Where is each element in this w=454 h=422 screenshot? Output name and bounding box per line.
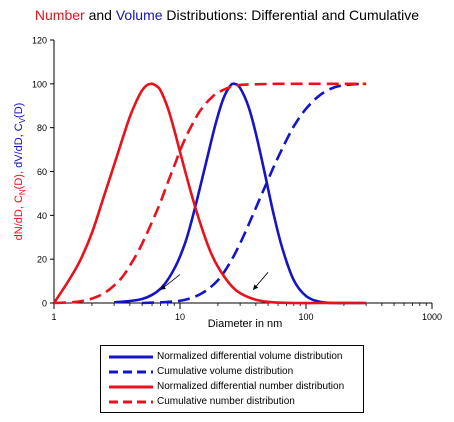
chart-title-part-0: Number	[34, 7, 85, 23]
chart-title-part-3: Distributions: Differential and Cumulati…	[162, 7, 420, 23]
legend-entry: Cumulative volume distribution	[101, 366, 363, 379]
y-axis-label-part: dV/dD, C	[13, 123, 25, 168]
legend-swatch	[109, 385, 153, 389]
legend-label: Cumulative volume distribution	[157, 366, 294, 377]
legend-swatch	[109, 370, 153, 374]
y-axis-label: dN/dD, CN(D), dV/dD, CV(D)	[13, 103, 27, 241]
y-tick-label: 0	[42, 299, 47, 309]
annotation-arrow-head	[160, 284, 166, 290]
x-tick-label: 10	[175, 312, 185, 322]
series-line-1	[142, 82, 367, 305]
y-tick-label: 120	[32, 36, 47, 46]
legend-entry: Cumulative number distribution	[101, 396, 363, 409]
y-tick-label: 60	[37, 167, 47, 177]
y-axis-label-subscript: N	[18, 189, 27, 195]
series-line-0	[113, 82, 367, 305]
y-axis-label-part: (D),	[13, 168, 25, 189]
y-tick-label: 100	[32, 79, 47, 89]
y-axis-label-part: (D)	[13, 103, 25, 118]
y-tick-label: 80	[37, 123, 47, 133]
chart-title-part-2: Volume	[115, 7, 163, 23]
x-tick-label: 100	[298, 312, 313, 322]
chart-legend: Normalized differential volume distribut…	[100, 345, 364, 413]
legend-swatch	[109, 400, 153, 404]
x-axis-label: Diameter in nm	[208, 318, 283, 330]
y-axis-label-part: dN/dD, C	[13, 195, 25, 240]
legend-entry: Normalized differential number distribut…	[101, 381, 363, 394]
legend-label: Normalized differential number distribut…	[157, 381, 345, 392]
series-line-3	[53, 82, 367, 305]
y-tick-label: 40	[37, 211, 47, 221]
legend-label: Normalized differential volume distribut…	[157, 351, 343, 362]
chart-title-part-1: and	[84, 7, 116, 23]
series-line-2	[52, 82, 367, 305]
x-tick-label: 1000	[422, 312, 442, 322]
legend-entry: Normalized differential volume distribut…	[101, 351, 363, 364]
annotation-arrow-head	[253, 284, 259, 290]
y-axis-label-subscript: V	[18, 117, 27, 123]
y-tick-label: 20	[37, 255, 47, 265]
legend-label: Cumulative number distribution	[157, 396, 295, 407]
chart-title: Number and Volume Distributions: Differe…	[0, 7, 454, 23]
legend-swatch	[109, 355, 153, 359]
x-tick-label: 1	[51, 312, 56, 322]
